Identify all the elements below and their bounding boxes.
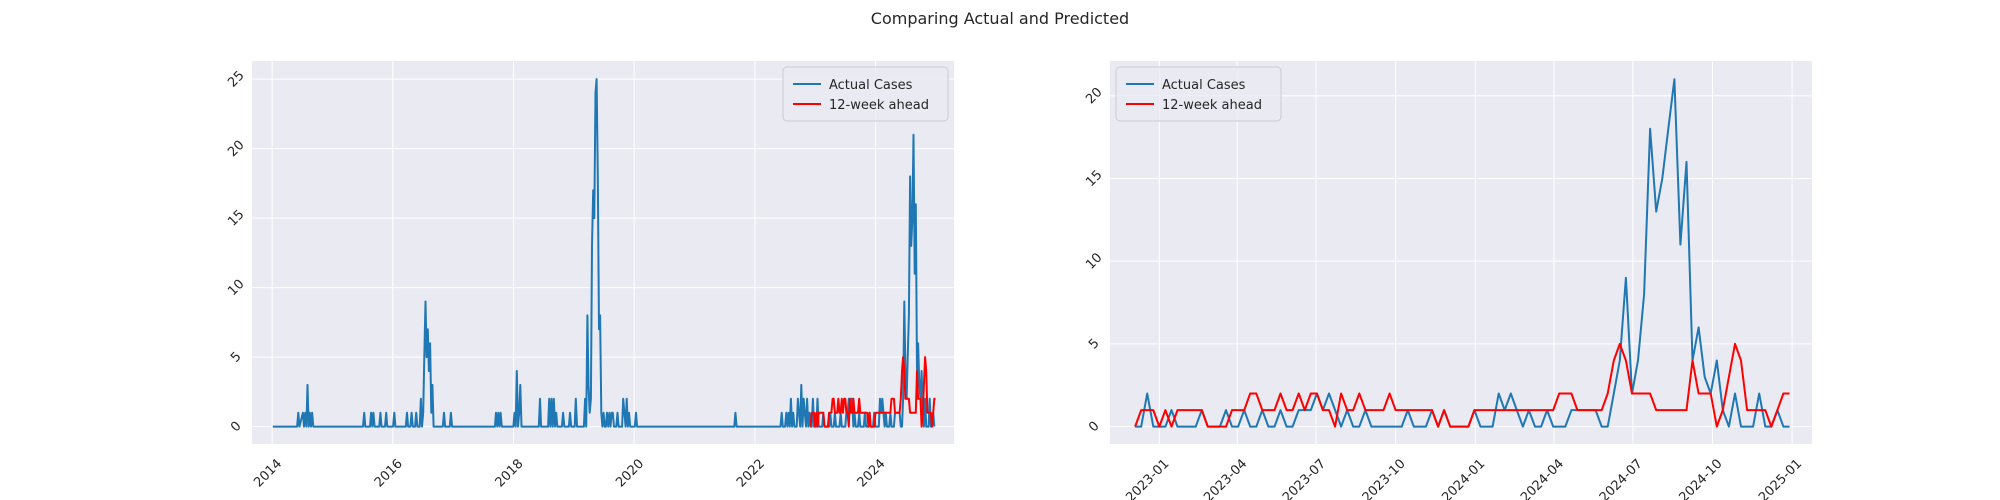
figure-title: Comparing Actual and Predicted [871, 9, 1129, 28]
x-tick-label: 2016 [372, 456, 406, 490]
legend-label: 12-week ahead [829, 98, 929, 113]
y-tick-label: 5 [228, 349, 244, 365]
plot-area [252, 61, 954, 444]
y-tick-label: 25 [225, 68, 247, 90]
legend-box [782, 66, 949, 122]
y-tick-label: 0 [1086, 419, 1102, 435]
y-tick-label: 15 [1083, 168, 1105, 190]
x-tick-label: 2018 [493, 456, 527, 490]
x-tick-label: 2023-07 [1280, 456, 1329, 500]
twelve-week-ahead-line [1134, 342, 1790, 428]
x-tick-label: 2024-01 [1439, 456, 1488, 500]
chart-panel-2: 0 5 10 15 20 2023-01 2023-04 2023-07 2023-10 2024… [1083, 61, 1812, 500]
y-tick-label: 20 [1083, 85, 1105, 107]
y-tick-label: 10 [225, 277, 247, 299]
legend-label: 12-week ahead [1162, 98, 1262, 113]
plot-area [1110, 61, 1812, 444]
x-tick-label: 2024 [855, 456, 889, 490]
x-tick-label: 2024-10 [1676, 456, 1725, 500]
y-tick-label: 0 [228, 419, 244, 435]
x-tick-label: 2023-04 [1201, 456, 1250, 500]
x-tick-label: 2025-01 [1756, 456, 1805, 500]
x-tick-label: 2024-07 [1597, 456, 1646, 500]
x-tick-label: 2023-10 [1360, 456, 1409, 500]
legend-label: Actual Cases [829, 78, 913, 93]
x-tick-label: 2023-01 [1123, 456, 1172, 500]
x-tick-label: 2024-04 [1518, 456, 1567, 500]
legend-label: Actual Cases [1162, 78, 1246, 93]
x-tick-label: 2020 [613, 456, 647, 490]
x-tick-label: 2014 [251, 456, 285, 490]
legend-box [1115, 66, 1282, 122]
legend: Actual Cases 12-week ahead [782, 66, 949, 122]
y-tick-label: 5 [1086, 336, 1102, 352]
legend: Actual Cases 12-week ahead [1115, 66, 1282, 122]
chart-panel-1: 0 5 10 15 20 25 2014 2016 2018 2020 2022 2024 Actual… [225, 61, 954, 490]
y-tick-label: 15 [225, 207, 247, 229]
y-tick-label: 10 [1083, 250, 1105, 272]
x-tick-label: 2022 [734, 456, 768, 490]
y-tick-label: 20 [225, 138, 247, 160]
twelve-week-ahead-line [809, 356, 936, 428]
